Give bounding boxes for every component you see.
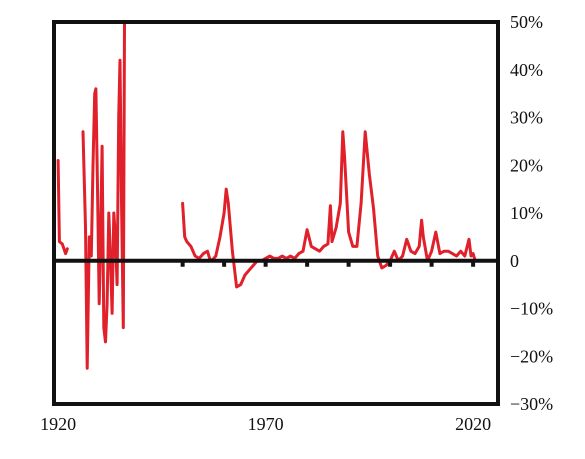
x-tick-label: 1920 — [40, 414, 76, 434]
y-tick-label: 30% — [510, 108, 543, 128]
x-tick-label: 1970 — [248, 414, 284, 434]
y-tick-label: 20% — [510, 155, 543, 175]
y-tick-label: −30% — [510, 394, 553, 414]
series-line-segment — [81, 20, 126, 370]
y-tick-label: 40% — [510, 60, 543, 80]
y-tick-label: −10% — [510, 299, 553, 319]
y-tick-label: 0 — [510, 251, 519, 271]
x-tick-label: 2020 — [455, 414, 491, 434]
y-tick-label: 50% — [510, 12, 543, 32]
x-axis-tick-labels: 1920 1970 2020 — [40, 414, 491, 434]
chart-marks — [56, 20, 477, 370]
y-tick-label: −20% — [510, 346, 553, 366]
y-tick-label: 10% — [510, 203, 543, 223]
plot-frame — [52, 20, 500, 406]
y-axis-tick-labels: 50% 40% 30% 20% 10% 0 −10% −20% −30% — [510, 12, 553, 414]
series-line-segment — [56, 159, 69, 256]
zero-axis — [54, 258, 498, 267]
